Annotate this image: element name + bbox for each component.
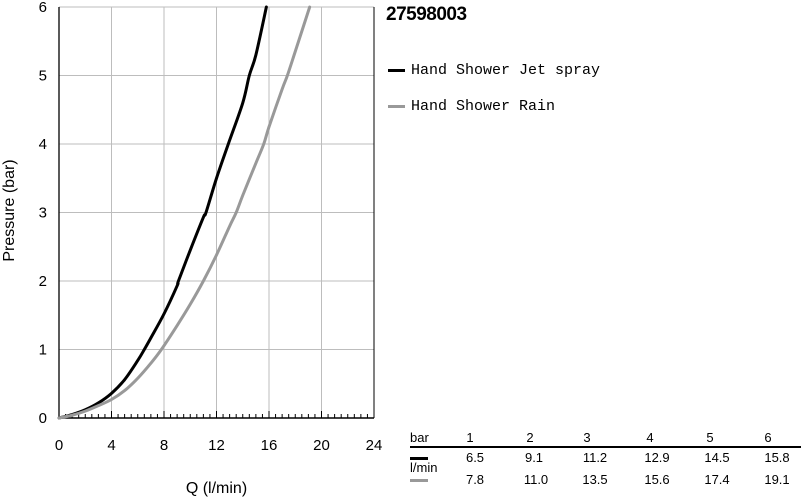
flow-table-value: 11.2 bbox=[582, 450, 608, 465]
y-tick-label: 0 bbox=[39, 410, 47, 427]
series-line-jet-spray bbox=[57, 5, 268, 420]
flow-table-row-jet-spray: 6.5 9.1 11.2 12.9 14.5 15.8 bbox=[410, 448, 801, 470]
legend-item-rain: Hand Shower Rain bbox=[388, 88, 600, 124]
flow-table-value: 13.5 bbox=[582, 472, 608, 487]
y-tick-label: 1 bbox=[39, 342, 47, 359]
flow-table-pressure: 1 bbox=[466, 430, 474, 445]
flow-table-value: 6.5 bbox=[465, 450, 485, 465]
flow-table-pressure: 4 bbox=[646, 430, 654, 445]
flow-table-pressure: 6 bbox=[764, 430, 772, 445]
y-tick-label: 4 bbox=[39, 136, 47, 153]
y-tick-label: 2 bbox=[39, 273, 47, 290]
flow-table-unit-bar: bar bbox=[410, 430, 429, 445]
y-axis-title: Pressure (bar) bbox=[1, 159, 18, 261]
flow-table-value: 15.6 bbox=[644, 472, 670, 487]
legend-swatch-jet-spray bbox=[388, 68, 405, 72]
legend-label-rain: Hand Shower Rain bbox=[411, 97, 556, 115]
x-tick-label: 8 bbox=[160, 437, 168, 454]
x-tick-label: 20 bbox=[313, 437, 330, 454]
flow-table-value: 15.8 bbox=[764, 450, 790, 465]
flow-table-header: bar 1 2 3 4 5 6 bbox=[410, 430, 801, 448]
flow-table-pressure: 3 bbox=[583, 430, 591, 445]
flow-table-swatch-rain bbox=[410, 479, 428, 482]
flow-table-pressure: 2 bbox=[526, 430, 534, 445]
flow-table-unit-lmin: l/min bbox=[410, 460, 438, 475]
flow-table: bar 1 2 3 4 5 6 6.5 9.1 11.2 12.9 14.5 1… bbox=[410, 430, 801, 492]
x-tick-label: 24 bbox=[366, 437, 383, 454]
x-axis-title: Q (l/min) bbox=[186, 480, 247, 497]
x-tick-label: 0 bbox=[55, 437, 63, 454]
flow-table-value: 17.4 bbox=[704, 472, 730, 487]
x-tick-label: 16 bbox=[261, 437, 278, 454]
y-tick-label: 6 bbox=[39, 0, 47, 16]
legend: Hand Shower Jet spray Hand Shower Rain bbox=[388, 52, 600, 124]
flow-table-value: 9.1 bbox=[524, 450, 544, 465]
flow-table-swatch-jet-spray bbox=[410, 457, 428, 460]
product-code-title: 27598003 bbox=[386, 4, 467, 25]
flow-table-row-rain: 7.8 11.0 13.5 15.6 17.4 19.1 bbox=[410, 470, 801, 492]
series-line-rain bbox=[57, 5, 312, 420]
flow-table-pressure: 5 bbox=[706, 430, 714, 445]
x-tick-label: 4 bbox=[107, 437, 115, 454]
flow-table-value: 12.9 bbox=[644, 450, 670, 465]
legend-label-jet-spray: Hand Shower Jet spray bbox=[411, 61, 601, 79]
flow-table-value: 14.5 bbox=[704, 450, 730, 465]
legend-item-jet-spray: Hand Shower Jet spray bbox=[388, 52, 600, 88]
y-tick-label: 5 bbox=[39, 68, 47, 85]
flow-table-value: 11.0 bbox=[523, 472, 549, 487]
legend-swatch-rain bbox=[388, 104, 405, 108]
y-tick-label: 3 bbox=[39, 205, 47, 222]
x-tick-label: 12 bbox=[208, 437, 225, 454]
flow-table-value: 7.8 bbox=[465, 472, 485, 487]
flow-table-value: 19.1 bbox=[764, 472, 790, 487]
